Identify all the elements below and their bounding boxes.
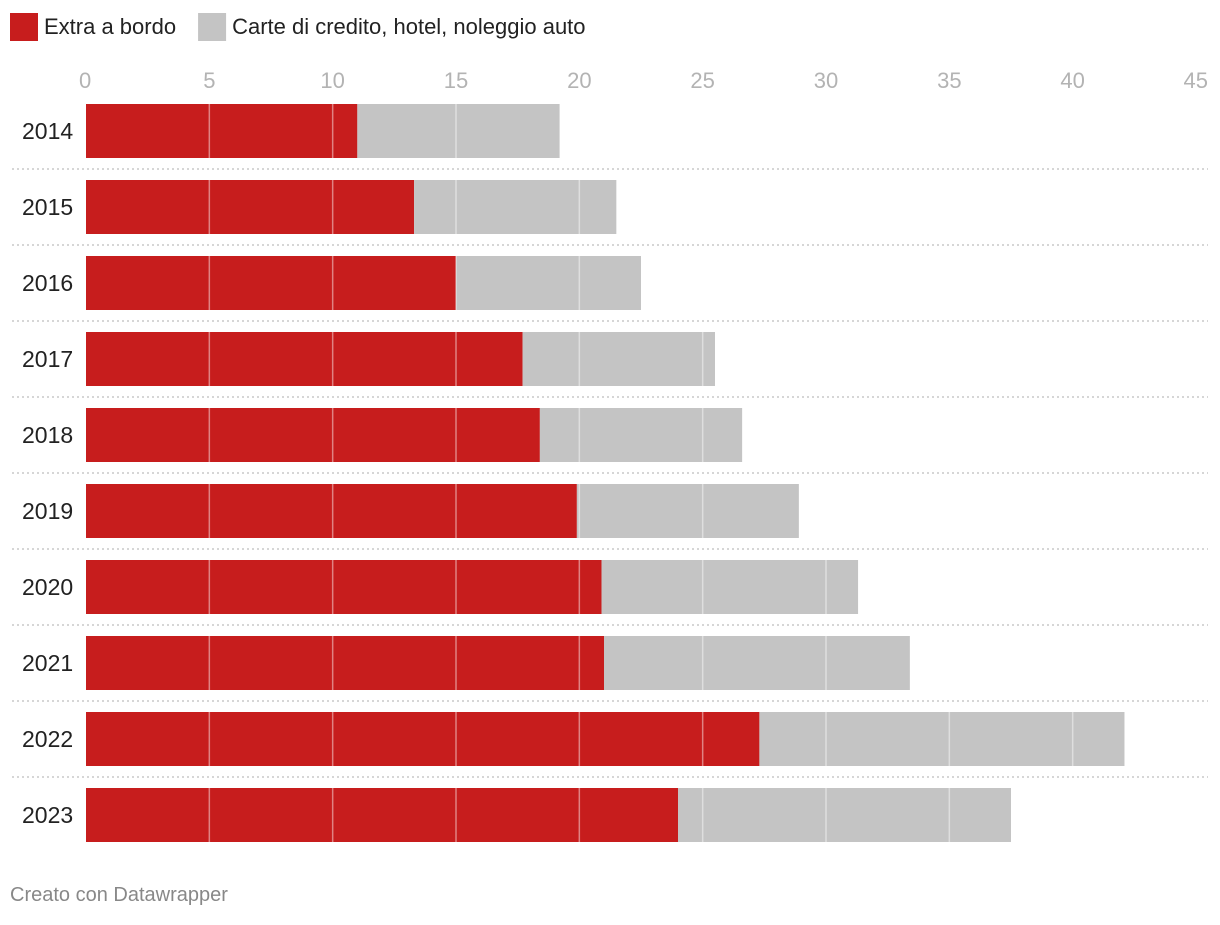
bar-2014-series-2: [357, 104, 560, 158]
bar-2022-series-1: [86, 712, 760, 766]
x-tick-label-0: 0: [79, 68, 91, 93]
category-label-2017: 2017: [22, 346, 73, 372]
bar-2017-series-2: [522, 332, 715, 386]
category-labels: 2014 2015 2016 2017 2018 2019 2020 2021 2022 2023: [12, 118, 1208, 828]
bar-2016-series-2: [456, 256, 641, 310]
category-label-2019: 2019: [22, 498, 73, 524]
bar-2021-series-2: [604, 636, 910, 690]
x-tick-label-45: 45: [1184, 68, 1208, 93]
legend-label-1: Extra a bordo: [44, 14, 176, 39]
category-label-2016: 2016: [22, 270, 73, 296]
category-label-2020: 2020: [22, 574, 73, 600]
category-label-2022: 2022: [22, 726, 73, 752]
legend-label-2: Carte di credito, hotel, noleggio auto: [232, 14, 585, 39]
x-tick-label-20: 20: [567, 68, 591, 93]
x-tick-label-35: 35: [937, 68, 961, 93]
x-tick-label-25: 25: [690, 68, 714, 93]
x-tick-label-30: 30: [814, 68, 838, 93]
bar-2023-series-2: [678, 788, 1011, 842]
legend-swatch-1: [10, 13, 38, 41]
bar-2019-series-2: [576, 484, 799, 538]
legend: Extra a bordo Carte di credito, hotel, no…: [10, 13, 586, 41]
category-label-2021: 2021: [22, 650, 73, 676]
bar-2019-series-1: [86, 484, 577, 538]
bar-2023-series-1: [86, 788, 678, 842]
x-tick-label-10: 10: [320, 68, 344, 93]
bar-2018-series-2: [539, 408, 743, 462]
bar-2017-series-1: [86, 332, 523, 386]
x-tick-label-40: 40: [1060, 68, 1084, 93]
category-label-2018: 2018: [22, 422, 73, 448]
bar-2015-series-1: [86, 180, 415, 234]
bar-2021-series-1: [86, 636, 604, 690]
bar-2020-series-2: [601, 560, 859, 614]
gridlines: [208, 104, 1197, 842]
bar-2014-series-1: [86, 104, 358, 158]
category-label-2015: 2015: [22, 194, 73, 220]
bar-2022-series-2: [759, 712, 1125, 766]
x-tick-label-15: 15: [444, 68, 468, 93]
legend-swatch-2: [198, 13, 227, 41]
category-label-2023: 2023: [22, 802, 73, 828]
bar-2016-series-1: [86, 256, 456, 310]
x-axis: 0 5 10 15 20 25 30 35 40 45: [79, 68, 1208, 93]
bar-2018-series-1: [86, 408, 540, 462]
category-label-2014: 2014: [22, 118, 73, 144]
footer-credit: Creato con Datawrapper: [10, 884, 228, 906]
x-tick-label-5: 5: [203, 68, 215, 93]
bar-2020-series-1: [86, 560, 602, 614]
bar-2015-series-2: [414, 180, 617, 234]
bars: [86, 104, 1125, 842]
